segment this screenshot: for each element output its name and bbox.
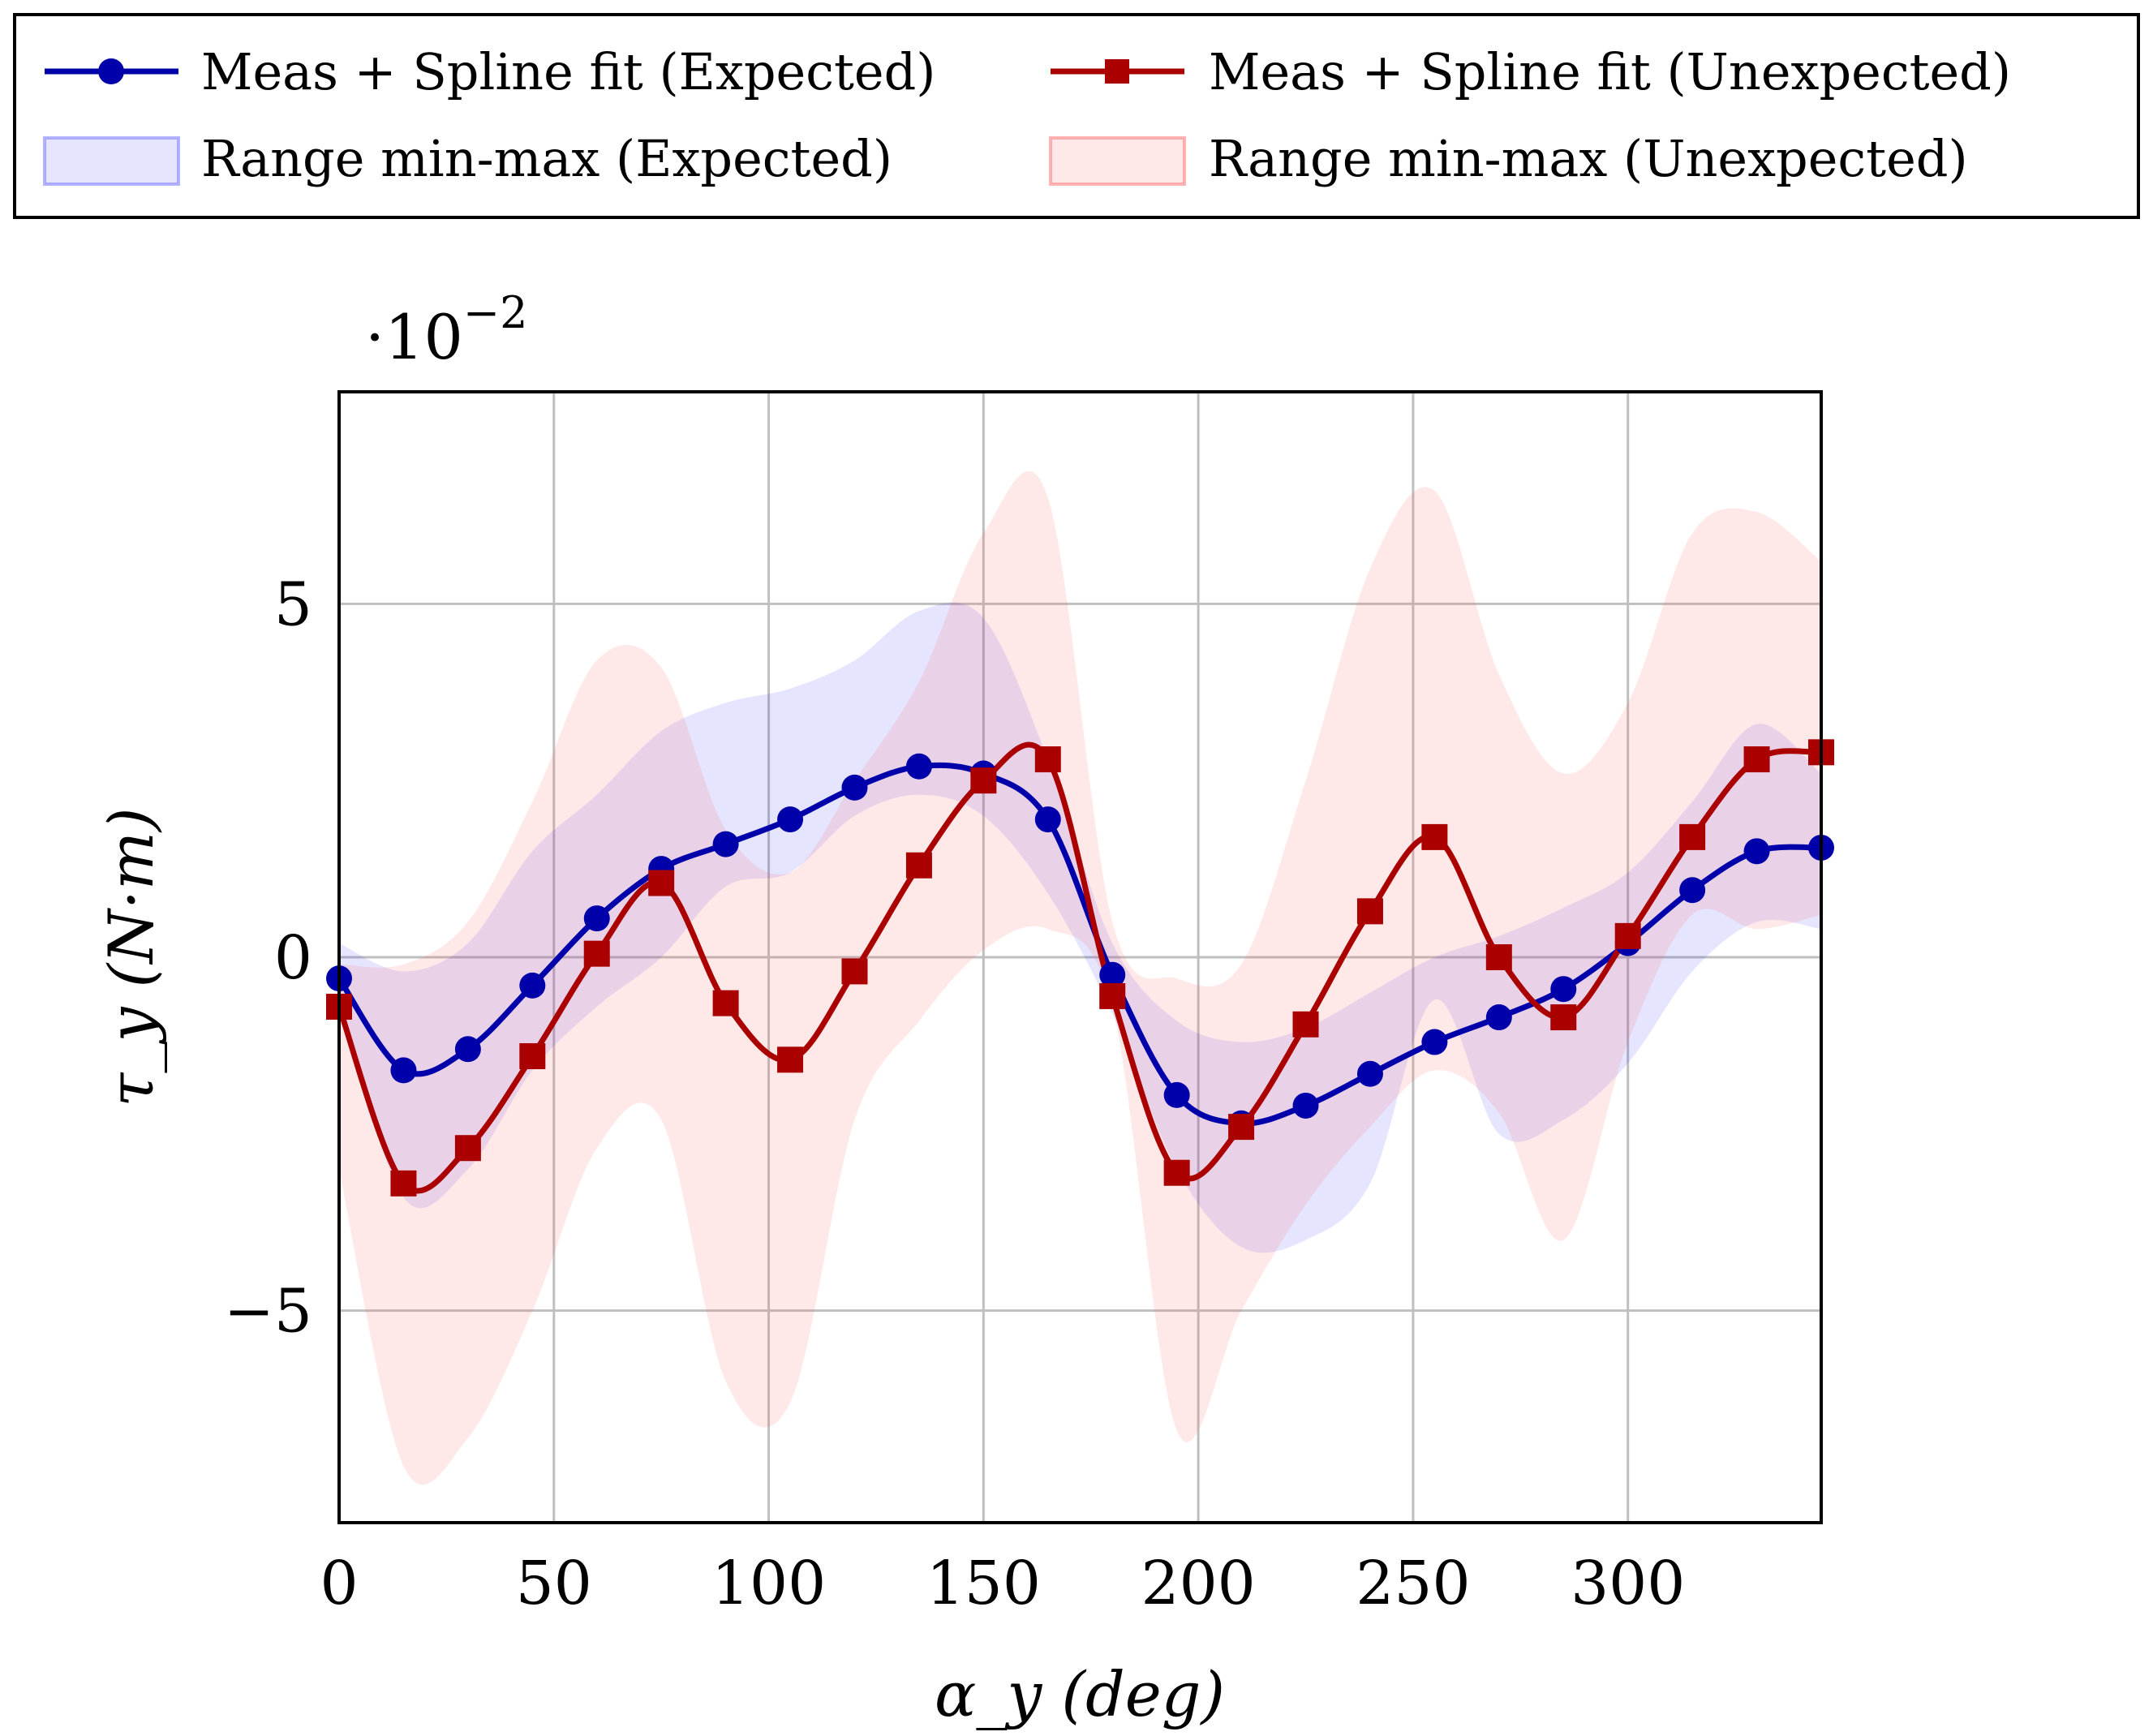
x-tick-label-100: 100 <box>711 1549 826 1618</box>
point-unexpected-210 <box>1228 1114 1255 1141</box>
y-scale-factor: ·10−2 <box>365 287 527 373</box>
x-tick-label-50: 50 <box>516 1549 592 1618</box>
point-unexpected-225 <box>1292 1011 1319 1038</box>
legend-expected-range-label: Range min-max (Expected) <box>201 129 892 188</box>
y-tick-labels: −5 0 5 <box>224 569 312 1346</box>
point-unexpected-330 <box>1743 746 1770 773</box>
x-tick-label-300: 300 <box>1571 1549 1685 1618</box>
y-scale-exponent: −2 <box>463 287 528 338</box>
point-expected-105 <box>777 806 804 833</box>
range-band-expected <box>339 602 1821 1253</box>
point-unexpected-150 <box>970 767 997 794</box>
point-unexpected-240 <box>1356 898 1383 925</box>
point-unexpected-60 <box>583 940 610 967</box>
legend-entry-expected-line: Meas + Spline fit (Expected) <box>45 42 935 101</box>
point-expected-285 <box>1550 976 1577 1003</box>
point-expected-60 <box>583 905 610 932</box>
point-expected-45 <box>519 972 546 999</box>
legend-unexpected-range-swatch <box>1049 136 1186 186</box>
point-unexpected-45 <box>519 1042 546 1069</box>
point-expected-330 <box>1743 838 1770 865</box>
point-unexpected-285 <box>1550 1004 1577 1031</box>
point-unexpected-180 <box>1099 982 1126 1009</box>
legend: Meas + Spline fit (Expected) Meas + Spli… <box>13 13 2140 219</box>
plot-frame <box>337 390 1823 1524</box>
point-expected-240 <box>1356 1060 1383 1087</box>
legend-entry-unexpected-line: Meas + Spline fit (Unexpected) <box>1051 42 2011 101</box>
x-tick-label-200: 200 <box>1141 1549 1256 1618</box>
point-unexpected-315 <box>1679 823 1706 850</box>
legend-expected-line-label: Meas + Spline fit (Expected) <box>201 42 935 101</box>
legend-entry-unexpected-range: Range min-max (Unexpected) <box>1049 129 1968 188</box>
point-unexpected-90 <box>712 990 739 1016</box>
legend-unexpected-line-label: Meas + Spline fit (Unexpected) <box>1209 42 2011 101</box>
point-expected-90 <box>712 831 739 857</box>
point-unexpected-300 <box>1614 922 1641 949</box>
x-tick-label-150: 150 <box>926 1549 1041 1618</box>
legend-entry-expected-range: Range min-max (Expected) <box>43 129 892 188</box>
legend-expected-range-swatch <box>43 136 180 186</box>
point-unexpected-30 <box>454 1135 481 1162</box>
point-expected-165 <box>1034 806 1061 833</box>
legend-unexpected-marker <box>1105 59 1129 84</box>
legend-unexpected-range-label: Range min-max (Unexpected) <box>1209 129 1968 188</box>
x-tick-labels: 0 50 100 150 200 250 300 <box>320 1549 1685 1618</box>
y-tick-label-5: 5 <box>274 569 312 639</box>
point-unexpected-255 <box>1421 823 1448 850</box>
y-tick-label--5: −5 <box>224 1277 312 1347</box>
point-expected-30 <box>454 1036 481 1063</box>
point-expected-270 <box>1485 1004 1512 1031</box>
x-axis-label: α_y (deg) <box>935 1658 1225 1730</box>
y-tick-label-0: 0 <box>274 923 312 993</box>
x-tick-label-0: 0 <box>320 1549 358 1618</box>
x-tick-label-250: 250 <box>1356 1549 1470 1618</box>
point-unexpected-165 <box>1034 746 1061 773</box>
legend-expected-marker <box>98 58 124 84</box>
point-expected-255 <box>1421 1029 1448 1055</box>
point-unexpected-75 <box>648 870 675 896</box>
point-unexpected-15 <box>390 1170 417 1197</box>
point-expected-195 <box>1163 1081 1190 1108</box>
point-expected-120 <box>841 774 868 801</box>
range-band-unexpected <box>339 471 1821 1485</box>
point-unexpected-270 <box>1485 944 1512 970</box>
y-scale-base: ·10 <box>365 301 463 373</box>
point-expected-315 <box>1679 877 1706 904</box>
point-expected-180 <box>1099 961 1126 988</box>
point-unexpected-135 <box>905 852 932 879</box>
y-axis-label: τ_y (N·m) <box>95 807 167 1106</box>
point-unexpected-105 <box>777 1046 804 1073</box>
point-expected-15 <box>390 1057 417 1084</box>
point-unexpected-195 <box>1163 1159 1190 1186</box>
point-unexpected-120 <box>841 958 868 985</box>
point-expected-225 <box>1292 1092 1319 1119</box>
range-bands <box>339 471 1821 1485</box>
point-expected-135 <box>905 753 932 780</box>
